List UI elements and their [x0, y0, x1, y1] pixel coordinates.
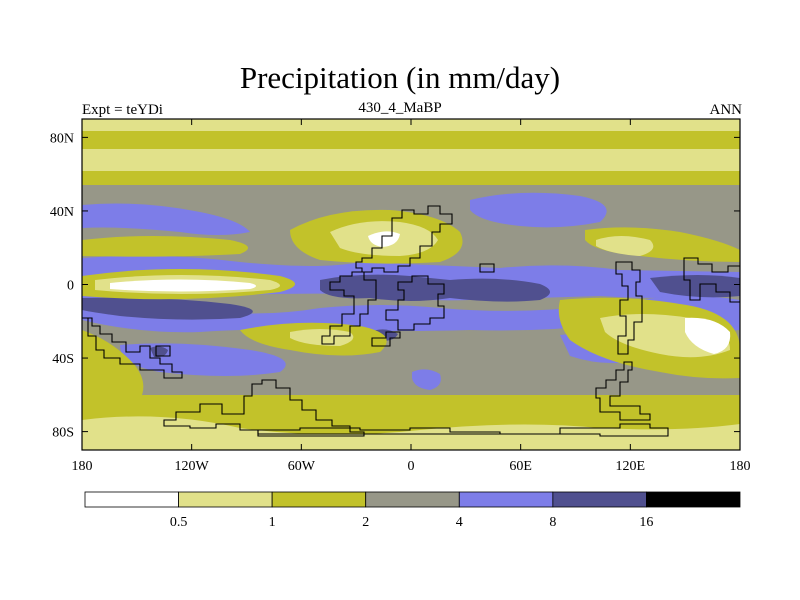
core-small-1 — [150, 346, 168, 358]
outline-antarctic-interior — [163, 379, 365, 437]
band-south-dry-ridge — [82, 416, 740, 450]
north-subtropic-moist — [82, 236, 248, 257]
outline-continent-south — [371, 331, 401, 347]
experiment-label: Expt = teYDi — [82, 102, 163, 118]
south-tropical-belt — [82, 299, 600, 333]
colorbar-label-4: 8 — [549, 515, 556, 530]
chart-title: Precipitation (in mm/day) — [239, 60, 561, 95]
colorbar: 0.5 1 2 4 8 16 — [84, 491, 741, 530]
season-label: ANN — [709, 102, 743, 118]
x-tick-label-3: 0 — [408, 459, 415, 474]
x-tick-label-4: 60E — [509, 459, 532, 474]
outline-small-island-1 — [479, 263, 495, 273]
y-tick-label-0: 80N — [50, 131, 74, 146]
y-tick-label-1: 40N — [50, 205, 74, 220]
y-axis: 80N 40N 0 40S 80S — [50, 131, 740, 441]
east-subtropic-dry — [596, 236, 654, 256]
north-atlantic-blue — [470, 192, 607, 228]
x-tick-label-2: 60W — [288, 459, 316, 474]
x-tick-label-6: 180 — [730, 459, 751, 474]
colorbar-box-0 — [84, 491, 179, 508]
outline-continent-mid — [385, 275, 445, 331]
colorbar-box-2 — [271, 491, 367, 508]
colorbar-label-3: 4 — [456, 515, 463, 530]
y-tick-label-2: 0 — [67, 279, 74, 294]
south-atlantic-blue — [412, 369, 441, 390]
precipitation-field — [82, 119, 740, 450]
core-tropical-west — [82, 297, 253, 320]
outline-continent-north — [355, 205, 453, 273]
outline-small-island-2 — [155, 345, 171, 357]
south-east-very-dry — [685, 317, 731, 354]
band-north-high-dry — [82, 149, 740, 171]
y-tick-label-3: 40S — [52, 352, 74, 367]
colorbar-label-0: 0.5 — [170, 515, 188, 530]
x-tick-label-1: 120W — [175, 459, 210, 474]
colorbar-label-2: 2 — [362, 515, 369, 530]
colorbar-box-3 — [365, 491, 460, 508]
y-tick-label-4: 80S — [52, 426, 74, 441]
x-tick-label-0: 180 — [72, 459, 93, 474]
colorbar-box-6 — [646, 491, 741, 508]
core-tropical-central — [320, 274, 550, 302]
outline-continent-east — [615, 261, 643, 355]
colorbar-box-4 — [458, 491, 554, 508]
x-tick-label-5: 120E — [616, 459, 646, 474]
outline-continent-central — [321, 271, 377, 345]
continent-outlines — [82, 205, 740, 437]
outline-east-south-coast — [595, 361, 651, 421]
equatorial-tongue-core — [110, 279, 256, 292]
colorbar-label-5: 16 — [639, 515, 653, 530]
outline-antarctic-shelf — [257, 423, 669, 437]
outline-southern-coast — [82, 317, 183, 379]
band-north-high-moist — [82, 131, 740, 149]
outline-continent-far-east — [683, 257, 740, 303]
time-period-label: 430_4_MaBP — [358, 100, 442, 116]
western-margin-moist — [82, 330, 144, 400]
north-pacific-blue — [82, 203, 250, 235]
band-north-mid-moist — [82, 171, 740, 185]
colorbar-box-1 — [178, 491, 273, 508]
colorbar-box-5 — [552, 491, 647, 508]
x-axis: 180 120W 60W 0 60E 120E 180 — [72, 119, 751, 474]
colorbar-label-1: 1 — [269, 515, 276, 530]
